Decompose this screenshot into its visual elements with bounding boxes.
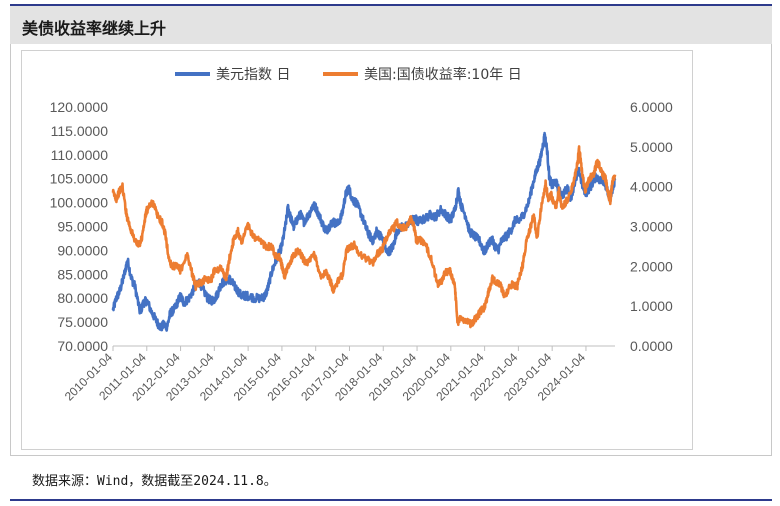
y-right-tick-label: 5.0000: [630, 139, 673, 155]
treasury-10y-line: [111, 145, 617, 329]
title-bar: 美债收益率继续上升: [10, 4, 772, 44]
y-left-tick-label: 90.0000: [57, 242, 108, 258]
y-left-tick-label: 120.0000: [50, 99, 109, 115]
y-left-tick-label: 100.0000: [50, 195, 109, 211]
page-title: 美债收益率继续上升: [22, 19, 167, 38]
y-right-tick-label: 1.0000: [630, 298, 673, 314]
source-note: 数据来源：Wind，数据截至2024.11.8。: [32, 474, 277, 489]
y-left-tick-label: 70.0000: [57, 338, 108, 354]
y-left-tick-label: 115.0000: [51, 123, 109, 139]
y-left-tick-label: 85.0000: [57, 266, 108, 282]
chart-panel: 70.0000 75.0000 80.0000 85.0000 90.0000 95.00…: [21, 50, 693, 450]
y-right-tick-label: 4.0000: [630, 179, 673, 195]
y-left-tick-label: 80.0000: [57, 290, 108, 306]
y-left-tick-label: 105.0000: [50, 171, 109, 187]
legend-label-usd-index: 美元指数 日: [216, 67, 290, 83]
y-right-tick-label: 6.0000: [630, 99, 673, 115]
legend-label-treasury-10y: 美国:国债收益率:10年 日: [364, 66, 522, 83]
y-right-tick-label: 3.0000: [630, 219, 673, 235]
y-left-tick-label: 95.0000: [57, 219, 108, 235]
chart: 70.0000 75.0000 80.0000 85.0000 90.0000 95.00…: [50, 66, 673, 404]
y-left-tick-label: 75.0000: [57, 314, 108, 330]
footer: 数据来源：Wind，数据截至2024.11.8。: [10, 455, 772, 501]
y-right-tick-label: 2.0000: [630, 258, 673, 274]
y-left-tick-label: 110.0000: [51, 147, 109, 163]
usd-index-line: [111, 131, 617, 332]
y-right-tick-label: 0.0000: [630, 338, 673, 354]
content-frame: [10, 44, 772, 455]
